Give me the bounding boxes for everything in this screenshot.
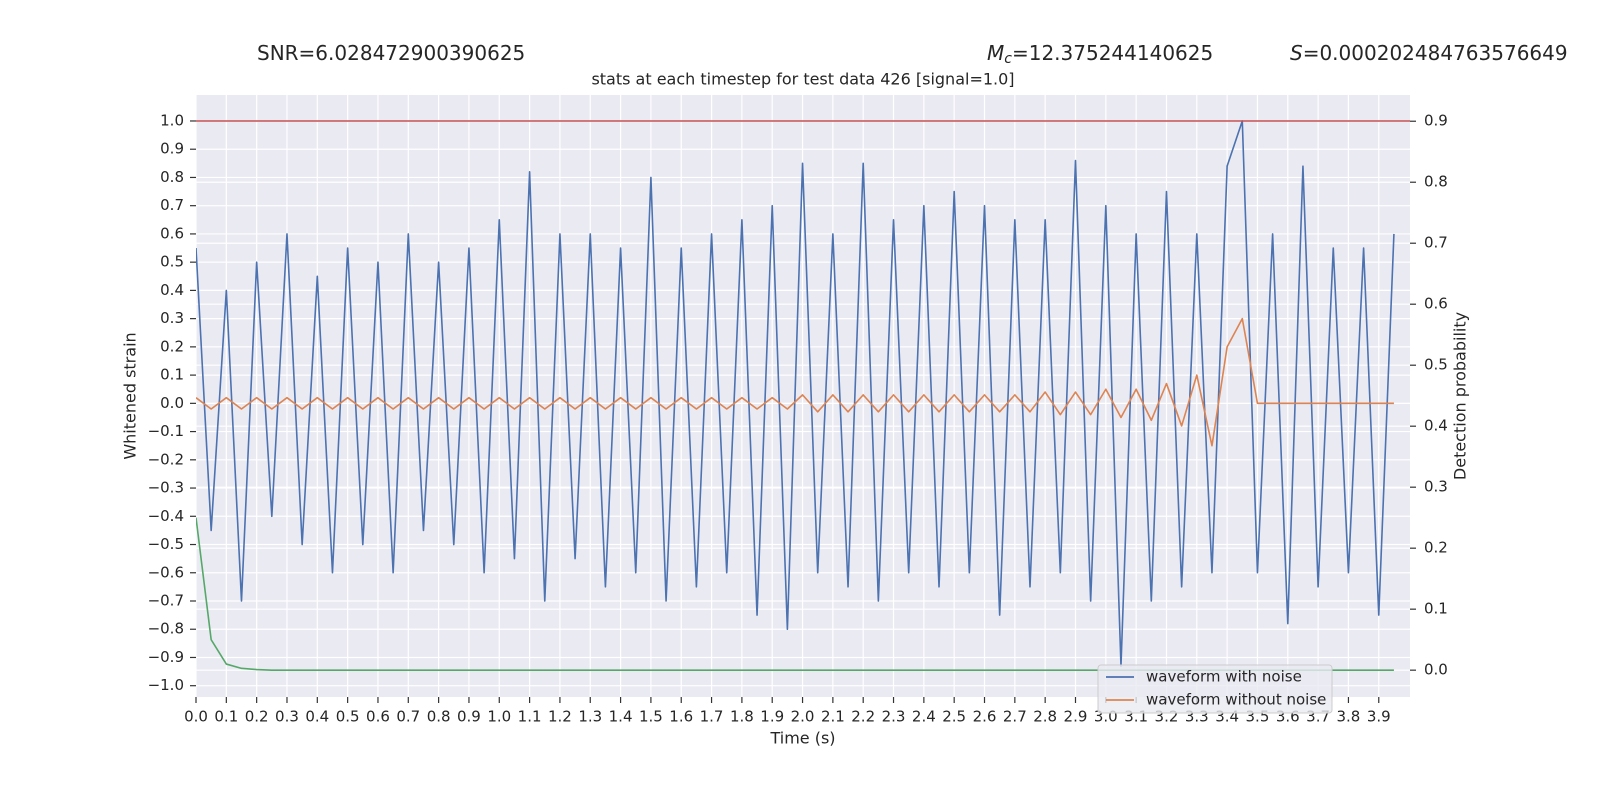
x-tick-label: 3.8	[1337, 708, 1361, 726]
y-tick-label: −0.5	[148, 535, 184, 553]
annotation-subscript: c	[1004, 51, 1012, 67]
x-tick-label: 1.9	[760, 708, 784, 726]
x-tick-label: 3.9	[1367, 708, 1391, 726]
y2-tick-label: 0.0	[1424, 661, 1448, 679]
x-tick-label: 0.1	[214, 708, 238, 726]
y-tick-label: −0.2	[148, 450, 184, 468]
x-tick-label: 2.8	[1033, 708, 1057, 726]
x-tick-label: 1.5	[639, 708, 663, 726]
x-tick-label: 2.9	[1064, 708, 1088, 726]
x-tick-label: 2.7	[1003, 708, 1027, 726]
x-tick-label: 0.8	[427, 708, 451, 726]
y-tick-label: −0.4	[148, 507, 184, 525]
y-tick-label: −0.3	[148, 479, 184, 497]
x-tick-label: 1.0	[487, 708, 511, 726]
legend-label: waveform with noise	[1146, 668, 1302, 686]
x-tick-label: 1.2	[548, 708, 572, 726]
x-tick-label: 1.3	[578, 708, 602, 726]
annotation-symbol: S	[1290, 41, 1303, 65]
annotation: S=0.000202484763576649	[1290, 41, 1568, 65]
legend-box	[1097, 664, 1333, 714]
y-axis-label: Whitened strain	[121, 332, 140, 459]
annotation: Mc=12.375244140625	[987, 41, 1213, 68]
y2-tick-label: 0.2	[1424, 539, 1448, 557]
annotation-text: SNR=6.028472900390625	[257, 41, 525, 65]
series-line	[196, 120, 1395, 667]
y-tick-label: −0.7	[148, 591, 184, 609]
x-tick-label: 0.6	[366, 708, 390, 726]
x-tick-label: 0.4	[305, 708, 329, 726]
x-tick-label: 0.0	[184, 708, 208, 726]
x-tick-label: 2.1	[821, 708, 845, 726]
x-tick-label: 0.7	[396, 708, 420, 726]
y-tick-label: 0.0	[160, 394, 184, 412]
y-tick-label: 0.5	[160, 253, 184, 271]
x-tick-label: 2.6	[973, 708, 997, 726]
y-tick-label: 0.1	[160, 366, 184, 384]
y-tick-label: −0.8	[148, 620, 184, 638]
y-tick-label: −1.0	[148, 676, 184, 694]
y2-tick-label: 0.9	[1424, 112, 1448, 130]
series-line	[196, 317, 1394, 447]
plot-series	[196, 120, 1410, 671]
x-tick-label: 0.3	[275, 708, 299, 726]
x-tick-label: 2.5	[942, 708, 966, 726]
annotation: SNR=6.028472900390625	[257, 41, 525, 65]
x-tick-label: 0.2	[245, 708, 269, 726]
annotation-symbol: M	[987, 41, 1004, 65]
y-tick-label: 1.0	[160, 111, 184, 129]
y2-tick-label: 0.4	[1424, 417, 1448, 435]
x-tick-label: 1.4	[609, 708, 633, 726]
y2-tick-label: 0.5	[1424, 356, 1448, 374]
x-tick-label: 1.1	[518, 708, 542, 726]
y-tick-label: −0.9	[148, 648, 184, 666]
x-tick-label: 2.4	[912, 708, 936, 726]
x-tick-label: 2.2	[851, 708, 875, 726]
chart-title: stats at each timestep for test data 426…	[591, 70, 1014, 89]
y-tick-label: 0.8	[160, 168, 184, 186]
x-tick-label: 0.9	[457, 708, 481, 726]
x-tick-label: 0.5	[336, 708, 360, 726]
y-tick-label: 0.3	[160, 309, 184, 327]
legend-label: waveform without noise	[1146, 691, 1326, 709]
y-tick-label: −0.1	[148, 422, 184, 440]
x-tick-label: 1.8	[730, 708, 754, 726]
annotation-text: =0.000202484763576649	[1303, 41, 1568, 65]
y2-tick-label: 0.3	[1424, 478, 1448, 496]
y2-tick-label: 0.1	[1424, 600, 1448, 618]
x-tick-label: 1.7	[700, 708, 724, 726]
x-tick-label: 1.6	[669, 708, 693, 726]
y2-tick-label: 0.7	[1424, 234, 1448, 252]
x-tick-label: 2.3	[882, 708, 906, 726]
y-tick-label: −0.6	[148, 563, 184, 581]
y-tick-label: 0.7	[160, 196, 184, 214]
y2-tick-label: 0.6	[1424, 295, 1448, 313]
y2-axis-label: Detection probability	[1451, 312, 1470, 480]
legend: waveform with noise waveform without nois…	[1097, 664, 1333, 714]
y-tick-label: 0.6	[160, 224, 184, 242]
y-tick-label: 0.9	[160, 140, 184, 158]
y2-tick-label: 0.8	[1424, 173, 1448, 191]
y-tick-label: 0.4	[160, 281, 184, 299]
x-axis-label: Time (s)	[769, 729, 835, 748]
annotation-text: =12.375244140625	[1012, 41, 1213, 65]
y-tick-label: 0.2	[160, 337, 184, 355]
x-tick-label: 2.0	[791, 708, 815, 726]
